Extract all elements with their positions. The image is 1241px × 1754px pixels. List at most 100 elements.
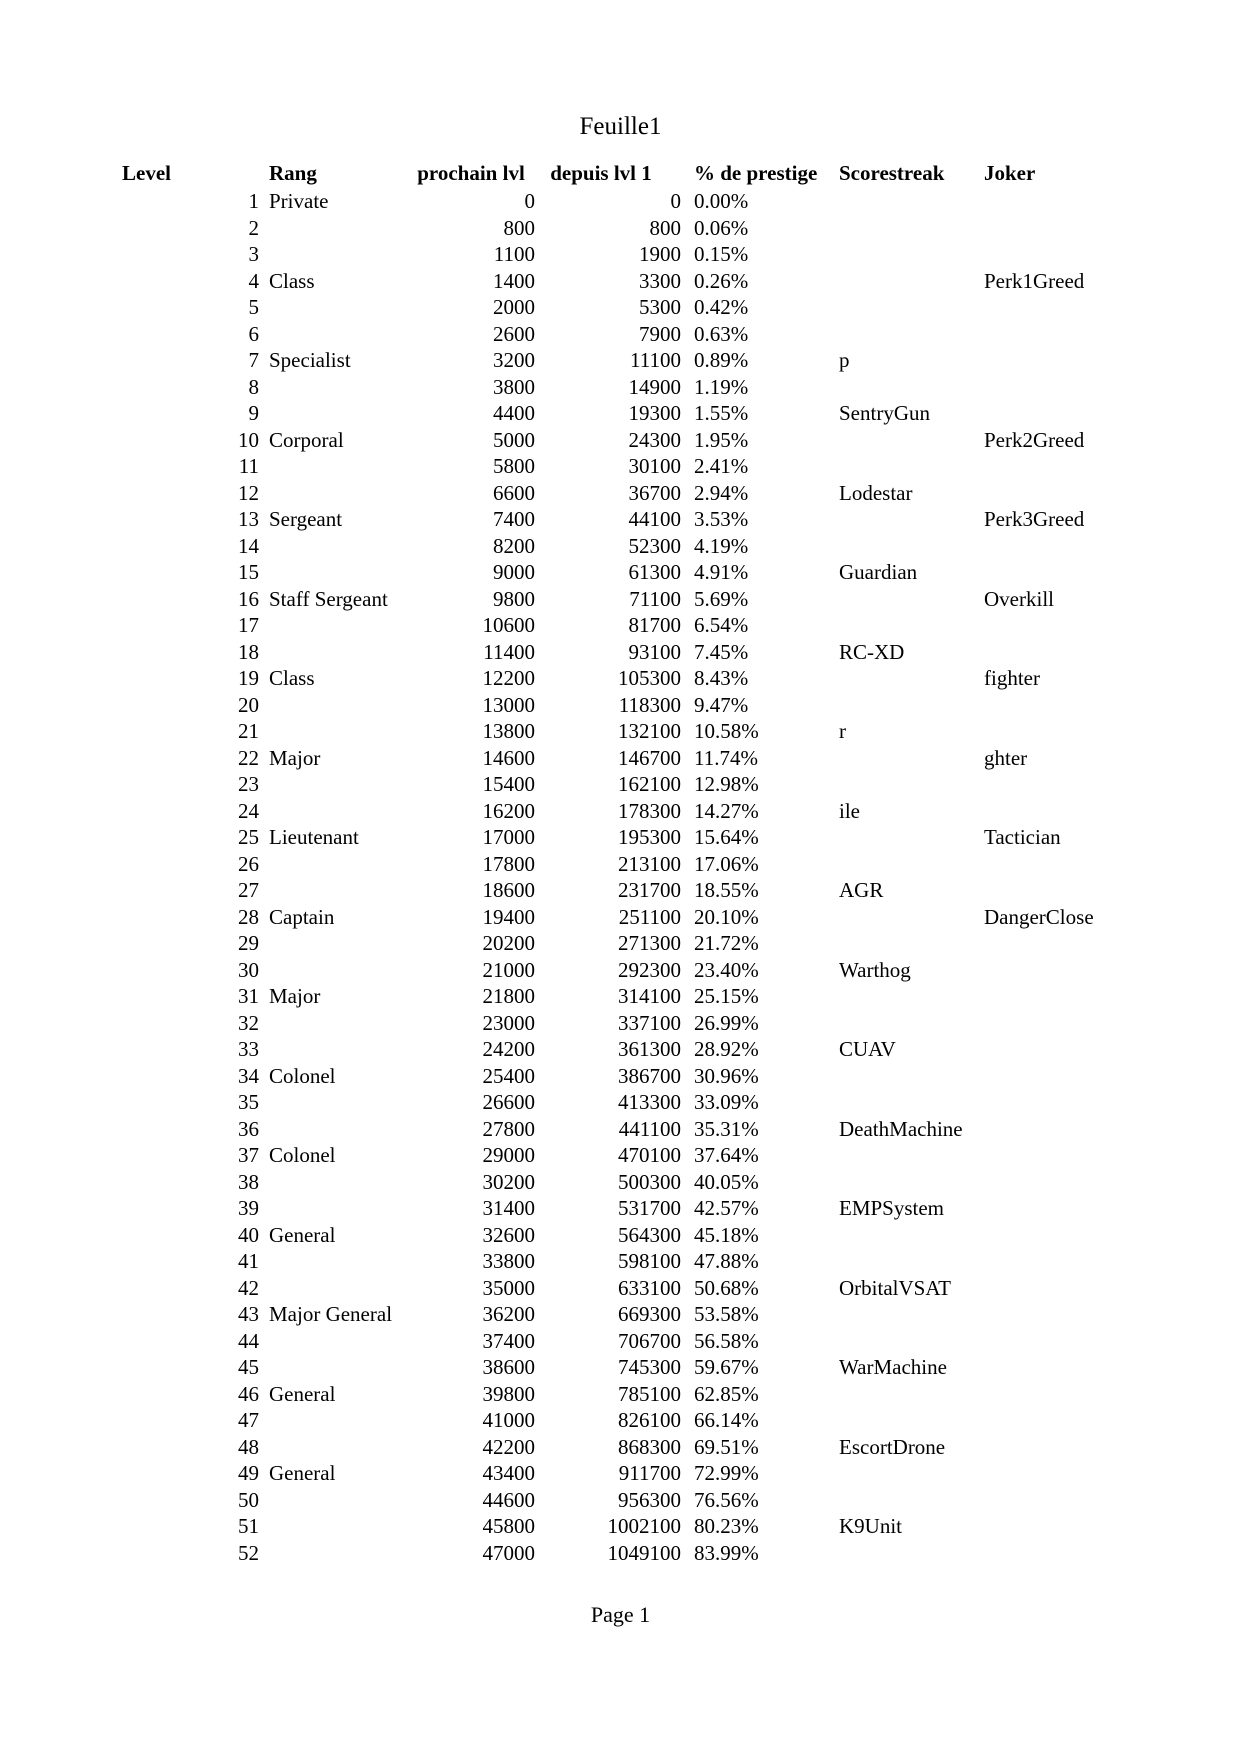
cell-prochain: 25400 (482, 1063, 536, 1088)
cell-prestige: 11.74% (694, 745, 758, 770)
cell-prestige: 0.63% (694, 321, 749, 346)
cell-prestige: 83.99% (694, 1540, 759, 1565)
cell-level: 27 (238, 878, 259, 902)
cell-scorestreak (829, 1301, 979, 1328)
cell-prestige: 0.00% (694, 189, 749, 213)
cell-level: 35 (238, 1090, 259, 1114)
cell-scorestreak (829, 1487, 979, 1514)
cell-prestige: 10.58% (694, 719, 759, 743)
cell-prestige: 21.72% (694, 931, 759, 955)
cell-rang (259, 612, 407, 639)
cell-prochain: 17000 (482, 825, 536, 849)
cell-scorestreak: K9Unit (839, 1514, 902, 1538)
table-row: 17 10600 81700 6.54% (110, 612, 1119, 639)
cell-rang (259, 930, 407, 957)
cell-rang: Corporal (269, 427, 344, 452)
cell-level: 25 (238, 825, 259, 849)
cell-scorestreak: Guardian (839, 560, 918, 584)
cell-prestige: 76.56% (694, 1487, 759, 1512)
cell-depuis: 132100 (618, 719, 681, 743)
table-row: 23 15400 162100 12.98% (110, 771, 1119, 798)
cell-level: 41 (238, 1249, 259, 1273)
cell-joker (979, 1063, 1119, 1090)
cell-rang (259, 321, 407, 348)
cell-joker (979, 453, 1119, 480)
cell-level: 4 (248, 268, 260, 293)
cell-prochain: 31400 (482, 1196, 536, 1220)
cell-depuis: 868300 (618, 1434, 681, 1459)
cell-depuis: 598100 (618, 1249, 681, 1273)
cell-prochain: 32600 (482, 1222, 536, 1247)
cell-depuis: 470100 (618, 1143, 681, 1167)
cell-rang: Class (269, 268, 315, 293)
cell-prochain: 1100 (493, 242, 535, 266)
cell-scorestreak (829, 851, 979, 878)
cell-scorestreak (829, 294, 979, 321)
table-row: 9 4400 19300 1.55% SentryGun (110, 400, 1119, 427)
cell-depuis: 1900 (639, 242, 681, 266)
cell-depuis: 271300 (618, 931, 681, 955)
cell-depuis: 292300 (618, 957, 681, 982)
cell-rang (259, 453, 407, 480)
cell-prochain: 4400 (493, 401, 535, 425)
cell-level: 16 (238, 586, 259, 611)
cell-joker (979, 1248, 1119, 1275)
cell-rang (259, 374, 407, 401)
cell-joker (979, 1275, 1119, 1302)
cell-depuis: 826100 (618, 1408, 681, 1432)
cell-depuis: 706700 (618, 1328, 681, 1353)
cell-depuis: 162100 (618, 772, 681, 796)
cell-rang (259, 241, 407, 268)
cell-joker (979, 983, 1119, 1010)
column-header-joker: Joker (984, 161, 1036, 185)
cell-depuis: 785100 (618, 1381, 681, 1406)
cell-prestige: 9.47% (694, 692, 749, 717)
table-row: 8 3800 14900 1.19% (110, 374, 1119, 401)
cell-level: 26 (238, 851, 259, 876)
table-row: 50 44600 956300 76.56% (110, 1487, 1119, 1514)
table-row: 25 Lieutenant 17000 195300 15.64% Tactician (110, 824, 1119, 851)
table-row: 14 8200 52300 4.19% (110, 533, 1119, 560)
cell-prestige: 69.51% (694, 1434, 759, 1459)
cell-level: 9 (248, 401, 260, 425)
cell-depuis: 3300 (639, 268, 681, 293)
column-header-rang: Rang (269, 161, 317, 185)
cell-depuis: 195300 (618, 825, 681, 849)
cell-prochain: 20200 (482, 931, 536, 955)
cell-rang (259, 798, 407, 825)
cell-depuis: 564300 (618, 1222, 681, 1247)
cell-depuis: 669300 (618, 1302, 681, 1326)
cell-prestige: 33.09% (694, 1090, 759, 1114)
cell-prestige: 4.91% (694, 560, 749, 584)
cell-prochain: 3800 (493, 374, 535, 399)
table-row: 52 47000 1049100 83.99% (110, 1540, 1119, 1567)
table-row: 30 21000 292300 23.40% Warthog (110, 957, 1119, 984)
cell-prochain: 2000 (493, 295, 535, 319)
cell-joker (979, 612, 1119, 639)
cell-level: 37 (238, 1143, 259, 1167)
cell-prochain: 39800 (482, 1381, 536, 1406)
cell-rang: Sergeant (269, 507, 343, 531)
cell-level: 36 (238, 1116, 259, 1141)
table-row: 16 Staff Sergeant 9800 71100 5.69% Overkill (110, 586, 1119, 613)
cell-rang (259, 1328, 407, 1355)
cell-prochain: 5800 (493, 454, 535, 478)
cell-prochain: 7400 (493, 507, 535, 531)
cell-level: 30 (238, 957, 259, 982)
cell-prochain: 14600 (482, 745, 536, 770)
cell-prestige: 0.06% (694, 215, 749, 240)
table-row: 6 2600 7900 0.63% (110, 321, 1119, 348)
cell-prochain: 1400 (493, 268, 535, 293)
table-row: 24 16200 178300 14.27% ile (110, 798, 1119, 825)
cell-prestige: 50.68% (694, 1275, 759, 1300)
cell-prochain: 29000 (482, 1143, 536, 1167)
cell-joker (979, 1195, 1119, 1222)
cell-rang: Lieutenant (269, 825, 359, 849)
cell-depuis: 81700 (628, 613, 682, 637)
cell-prochain: 6600 (493, 480, 535, 505)
table-row: 38 30200 500300 40.05% (110, 1169, 1119, 1196)
cell-prochain: 36200 (482, 1302, 536, 1326)
cell-joker (979, 188, 1119, 215)
table-row: 21 13800 132100 10.58% r (110, 718, 1119, 745)
cell-rang (259, 1089, 407, 1116)
